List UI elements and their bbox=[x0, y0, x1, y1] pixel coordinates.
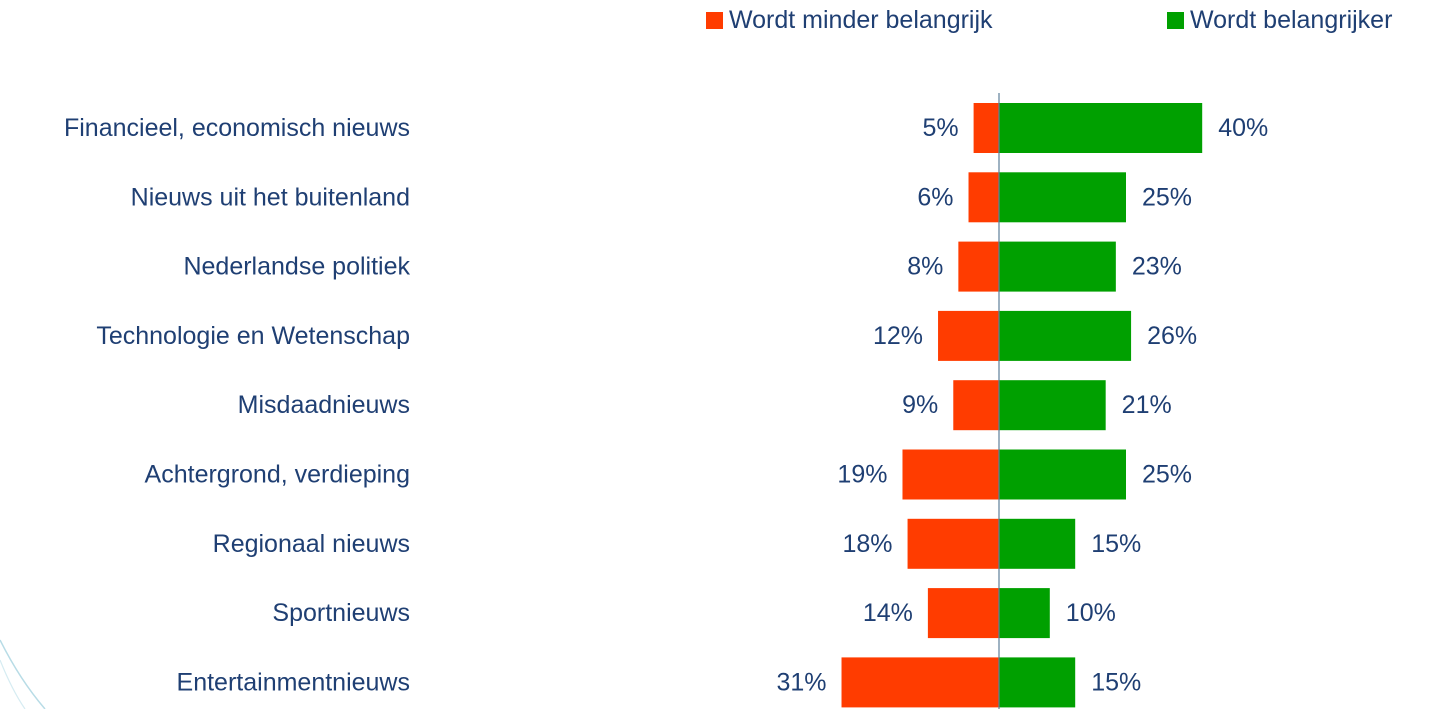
data-label-less-important: 5% bbox=[922, 114, 958, 142]
bar-more-important bbox=[999, 380, 1106, 431]
bar-more-important bbox=[999, 657, 1076, 708]
legend-item-more-important: Wordt belangrijker bbox=[1167, 6, 1392, 35]
bar-more-important bbox=[999, 103, 1203, 153]
category-label: Achtergrond, verdieping bbox=[145, 461, 410, 489]
category-label: Nederlandse politiek bbox=[183, 253, 410, 281]
data-label-more-important: 23% bbox=[1132, 253, 1182, 281]
data-label-more-important: 21% bbox=[1122, 391, 1172, 419]
category-label: Entertainmentnieuws bbox=[177, 668, 410, 696]
bar-more-important bbox=[999, 449, 1126, 500]
decorative-arc-inner bbox=[0, 659, 26, 709]
category-label: Misdaadnieuws bbox=[238, 391, 410, 419]
category-label: Regionaal nieuws bbox=[213, 530, 410, 558]
decorative-arc-outer bbox=[0, 639, 46, 709]
data-label-more-important: 25% bbox=[1142, 461, 1192, 489]
data-label-less-important: 6% bbox=[917, 183, 953, 211]
legend-swatch-green bbox=[1167, 12, 1184, 29]
data-label-more-important: 26% bbox=[1147, 322, 1197, 350]
legend-swatch-red bbox=[706, 12, 723, 29]
legend-label-more-important: Wordt belangrijker bbox=[1190, 6, 1393, 34]
bar-less-important bbox=[968, 172, 999, 223]
data-label-more-important: 25% bbox=[1142, 183, 1192, 211]
data-label-less-important: 12% bbox=[873, 322, 923, 350]
bar-less-important bbox=[841, 657, 999, 708]
bar-less-important bbox=[938, 310, 999, 361]
data-label-less-important: 31% bbox=[776, 668, 826, 696]
legend-label-less-important: Wordt minder belangrijk bbox=[729, 6, 993, 34]
bar-less-important bbox=[953, 380, 999, 431]
bar-less-important bbox=[907, 518, 999, 569]
category-label: Sportnieuws bbox=[272, 599, 410, 627]
data-label-less-important: 9% bbox=[902, 391, 938, 419]
data-label-less-important: 14% bbox=[863, 599, 913, 627]
bar-more-important bbox=[999, 310, 1132, 361]
bar-less-important bbox=[958, 241, 999, 292]
bar-more-important bbox=[999, 172, 1126, 223]
data-label-more-important: 10% bbox=[1066, 599, 1116, 627]
bar-less-important bbox=[927, 588, 999, 639]
bar-less-important bbox=[902, 449, 999, 500]
category-label: Technologie en Wetenschap bbox=[96, 322, 410, 350]
category-label: Financieel, economisch nieuws bbox=[64, 114, 410, 142]
data-label-more-important: 15% bbox=[1091, 668, 1141, 696]
data-label-less-important: 8% bbox=[907, 253, 943, 281]
category-label: Nieuws uit het buitenland bbox=[131, 183, 410, 211]
bar-more-important bbox=[999, 588, 1050, 639]
data-label-more-important: 40% bbox=[1218, 114, 1268, 142]
bar-less-important bbox=[973, 103, 999, 153]
legend-item-less-important: Wordt minder belangrijk bbox=[706, 6, 993, 35]
bar-more-important bbox=[999, 241, 1116, 292]
bar-more-important bbox=[999, 518, 1076, 569]
data-label-less-important: 18% bbox=[843, 530, 893, 558]
data-label-more-important: 15% bbox=[1091, 530, 1141, 558]
data-label-less-important: 19% bbox=[837, 461, 887, 489]
